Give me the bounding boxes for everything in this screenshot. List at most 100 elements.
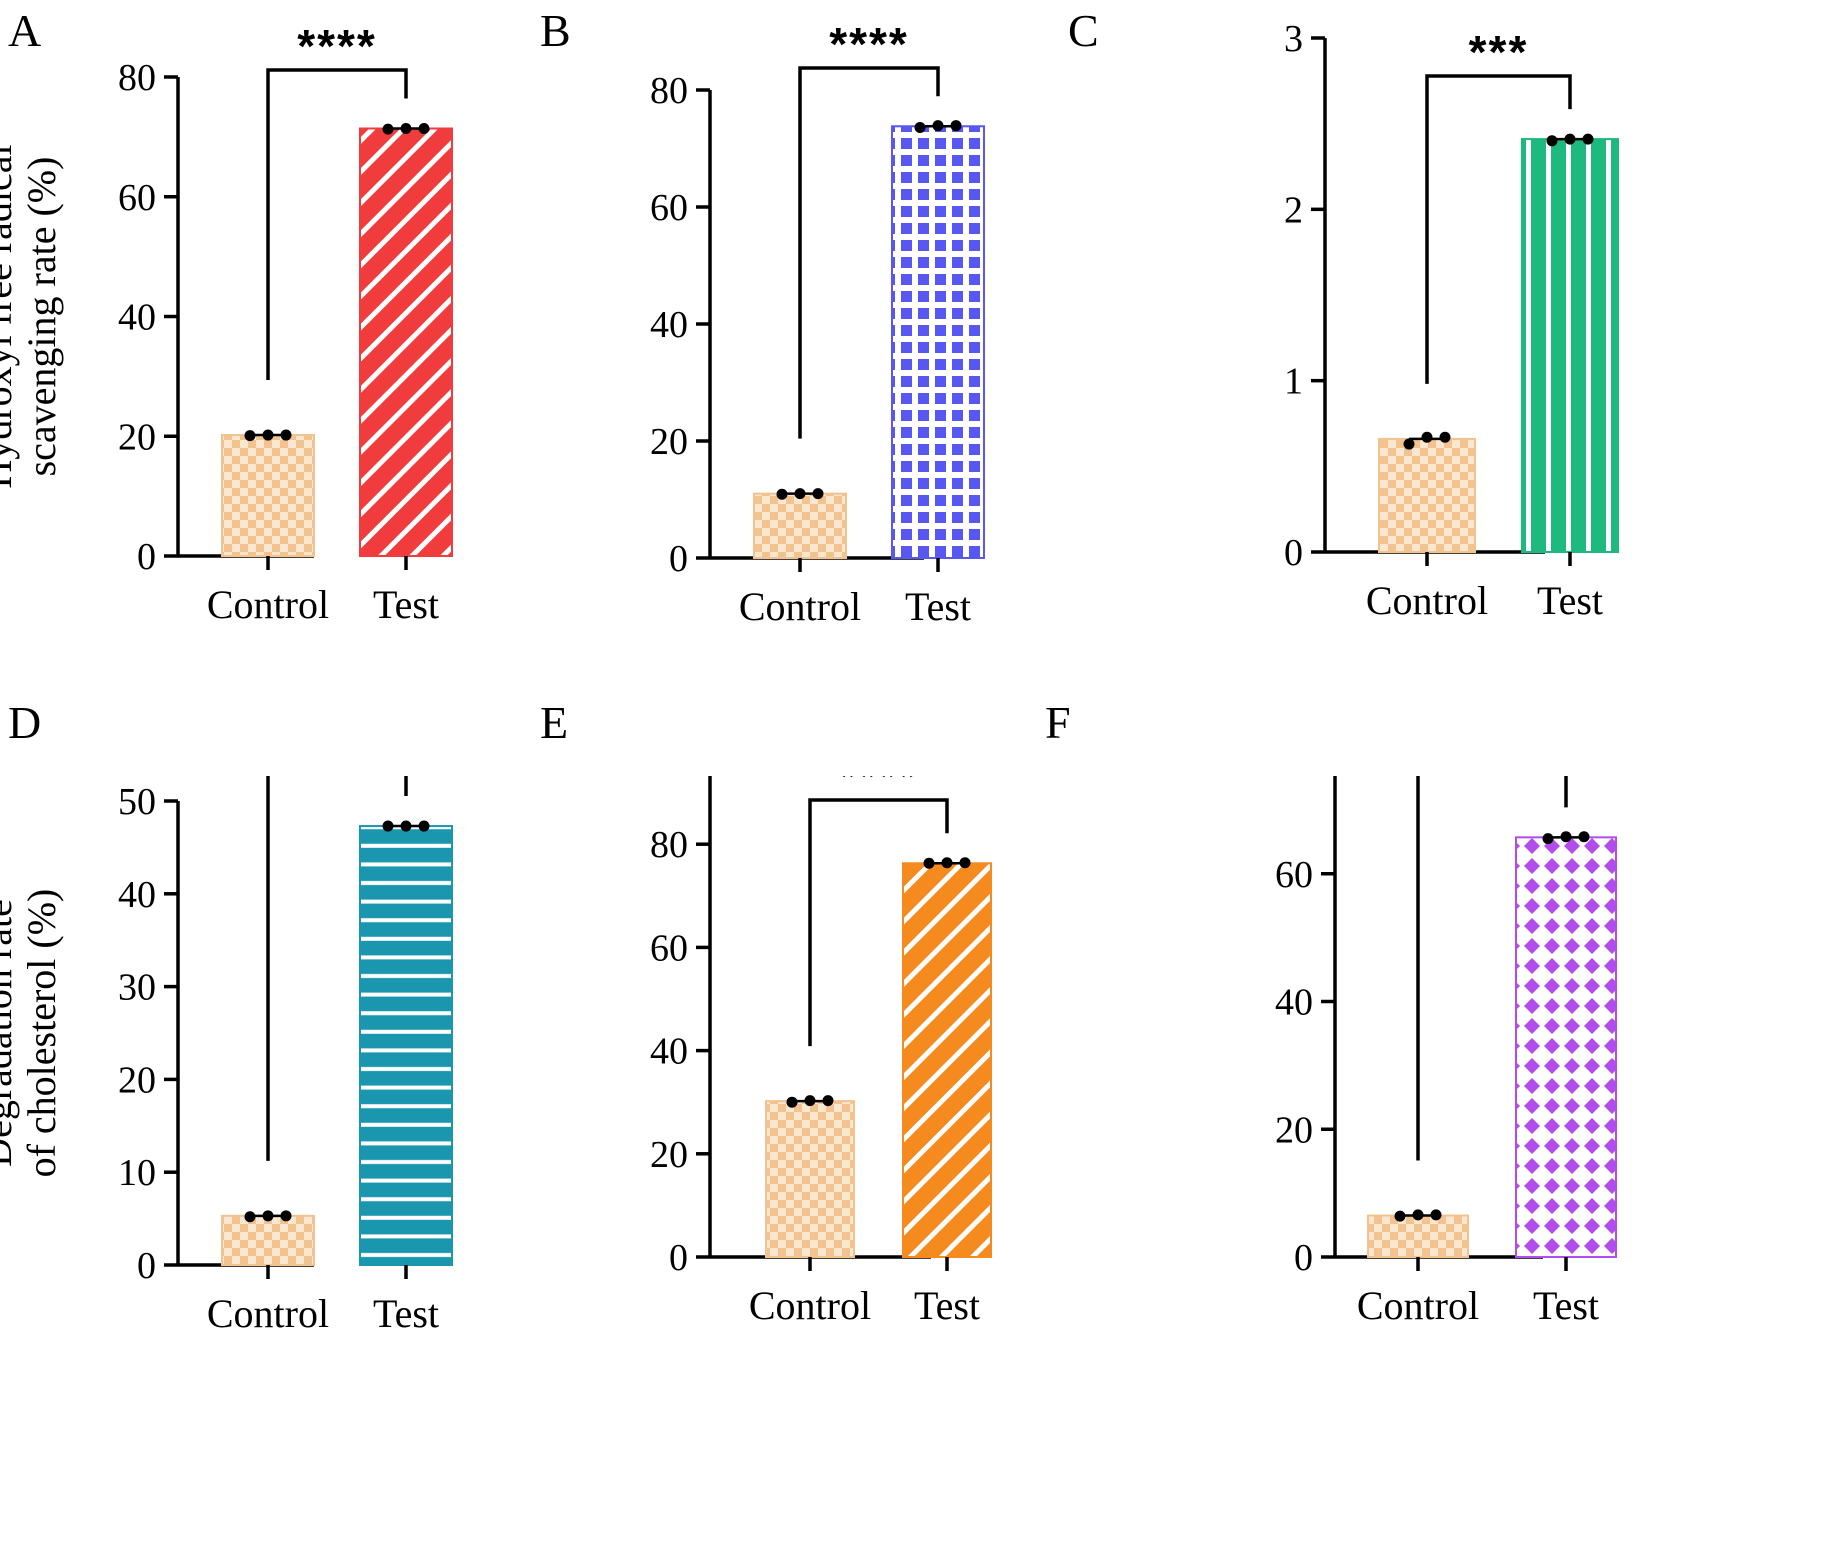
replicate-point: [812, 488, 824, 500]
replicate-point: [1412, 1209, 1424, 1221]
y-axis-title-line: ability (OD700): [1212, 176, 1217, 415]
replicate-point: [1560, 831, 1572, 843]
significance-label: ****: [297, 20, 377, 72]
replicate-point: [1546, 135, 1558, 147]
x-tick-label: Test: [1537, 578, 1603, 623]
panel-letter-f: F: [1045, 697, 1071, 748]
y-tick-label: 40: [650, 1031, 688, 1073]
y-tick-label: 0: [669, 1237, 688, 1279]
bar-test: [359, 825, 453, 1266]
replicate-point: [932, 120, 944, 132]
x-tick-label: Control: [1357, 1283, 1479, 1328]
significance-bracket: [798, 66, 940, 439]
y-tick-label: 80: [650, 824, 688, 866]
panel-letter-a: A: [8, 5, 42, 56]
y-axis-title-line: Hydroxyl free radical: [0, 144, 20, 488]
replicate-point: [280, 429, 292, 441]
replicate-point: [1582, 133, 1594, 145]
y-axis-title-line: Degradation rate: [0, 899, 20, 1167]
bar-test: [1515, 836, 1617, 1259]
x-tick-label: Control: [1366, 578, 1488, 623]
y-tick-label: 80: [650, 70, 688, 112]
y-tick-label: 40: [118, 874, 156, 916]
y-tick-label: 40: [1275, 982, 1313, 1024]
replicate-point: [1564, 133, 1576, 145]
y-tick-label: 10: [118, 1152, 156, 1194]
y-tick-label: 0: [1284, 532, 1303, 574]
replicate-point: [804, 1095, 816, 1107]
y-axis-title-line: scavenging rate (%): [19, 157, 64, 477]
bar-control: [1378, 437, 1476, 554]
x-tick-label: Test: [373, 1291, 439, 1336]
replicate-point: [1394, 1210, 1406, 1222]
y-tick-label: 20: [650, 421, 688, 463]
replicate-point: [382, 820, 394, 832]
bar-control: [1367, 1214, 1469, 1259]
significance-label: ****: [839, 776, 919, 802]
replicate-point: [382, 123, 394, 135]
x-tick-label: Test: [914, 1283, 980, 1328]
significance-bracket: [266, 68, 408, 381]
y-tick-label: 60: [1275, 854, 1313, 896]
replicate-point: [1542, 833, 1554, 845]
replicate-point: [418, 122, 430, 134]
panel-letter-e: E: [540, 697, 569, 748]
y-tick-label: 20: [118, 1059, 156, 1101]
y-tick-label: 40: [650, 304, 688, 346]
replicate-point: [244, 1211, 256, 1223]
y-tick-label: 3: [1284, 18, 1303, 60]
significance-label: ****: [829, 18, 909, 70]
significance-label: ***: [1469, 26, 1529, 78]
replicate-point: [418, 820, 430, 832]
panel-letter-c: C: [1068, 5, 1099, 56]
replicate-point: [1403, 438, 1415, 450]
bar-control: [221, 434, 315, 557]
chart-panel-e: 020406080100ControlTest****DPPH free rad…: [650, 776, 992, 1328]
x-tick-label: Control: [749, 1283, 871, 1328]
replicate-point: [794, 488, 806, 500]
replicate-point: [914, 121, 926, 133]
bar-test: [891, 125, 985, 560]
significance-bracket: [808, 798, 949, 1047]
x-tick-label: Test: [373, 582, 439, 627]
replicate-point: [262, 1210, 274, 1222]
replicate-point: [1421, 431, 1433, 443]
replicate-point: [776, 488, 788, 500]
replicate-point: [262, 429, 274, 441]
replicate-point: [822, 1095, 834, 1107]
panel-letter-b: B: [540, 5, 571, 56]
y-tick-label: 40: [118, 297, 156, 339]
significance-bracket: [266, 776, 408, 1161]
replicate-point: [244, 430, 256, 442]
bar-control: [753, 492, 847, 559]
significance-bracket: [1425, 74, 1572, 384]
y-tick-label: 60: [650, 187, 688, 229]
x-tick-label: Test: [905, 584, 971, 629]
replicate-point: [1430, 1209, 1442, 1221]
chart-panel-a: 0 20 40 60 80 Control Test **** Hydroxyl free ra…: [0, 20, 453, 627]
y-tick-label: 60: [650, 927, 688, 969]
replicate-point: [950, 120, 962, 132]
y-tick-label: 20: [650, 1134, 688, 1176]
y-tick-label: 60: [118, 177, 156, 219]
x-tick-label: Control: [207, 1291, 329, 1336]
y-tick-label: 2: [1284, 189, 1303, 231]
y-tick-label: 50: [118, 781, 156, 823]
bar-test: [359, 127, 453, 557]
replicate-point: [786, 1096, 798, 1108]
y-tick-label: 80: [118, 57, 156, 99]
y-axis-title-line: of cholesterol (%): [19, 889, 64, 1178]
x-tick-label: Control: [207, 582, 329, 627]
y-tick-label: 0: [137, 1245, 156, 1287]
y-tick-label: 0: [137, 536, 156, 578]
bar-control: [765, 1100, 855, 1258]
replicate-point: [923, 857, 935, 869]
bar-test: [902, 862, 992, 1259]
y-tick-label: 20: [1275, 1109, 1313, 1151]
replicate-point: [400, 820, 412, 832]
